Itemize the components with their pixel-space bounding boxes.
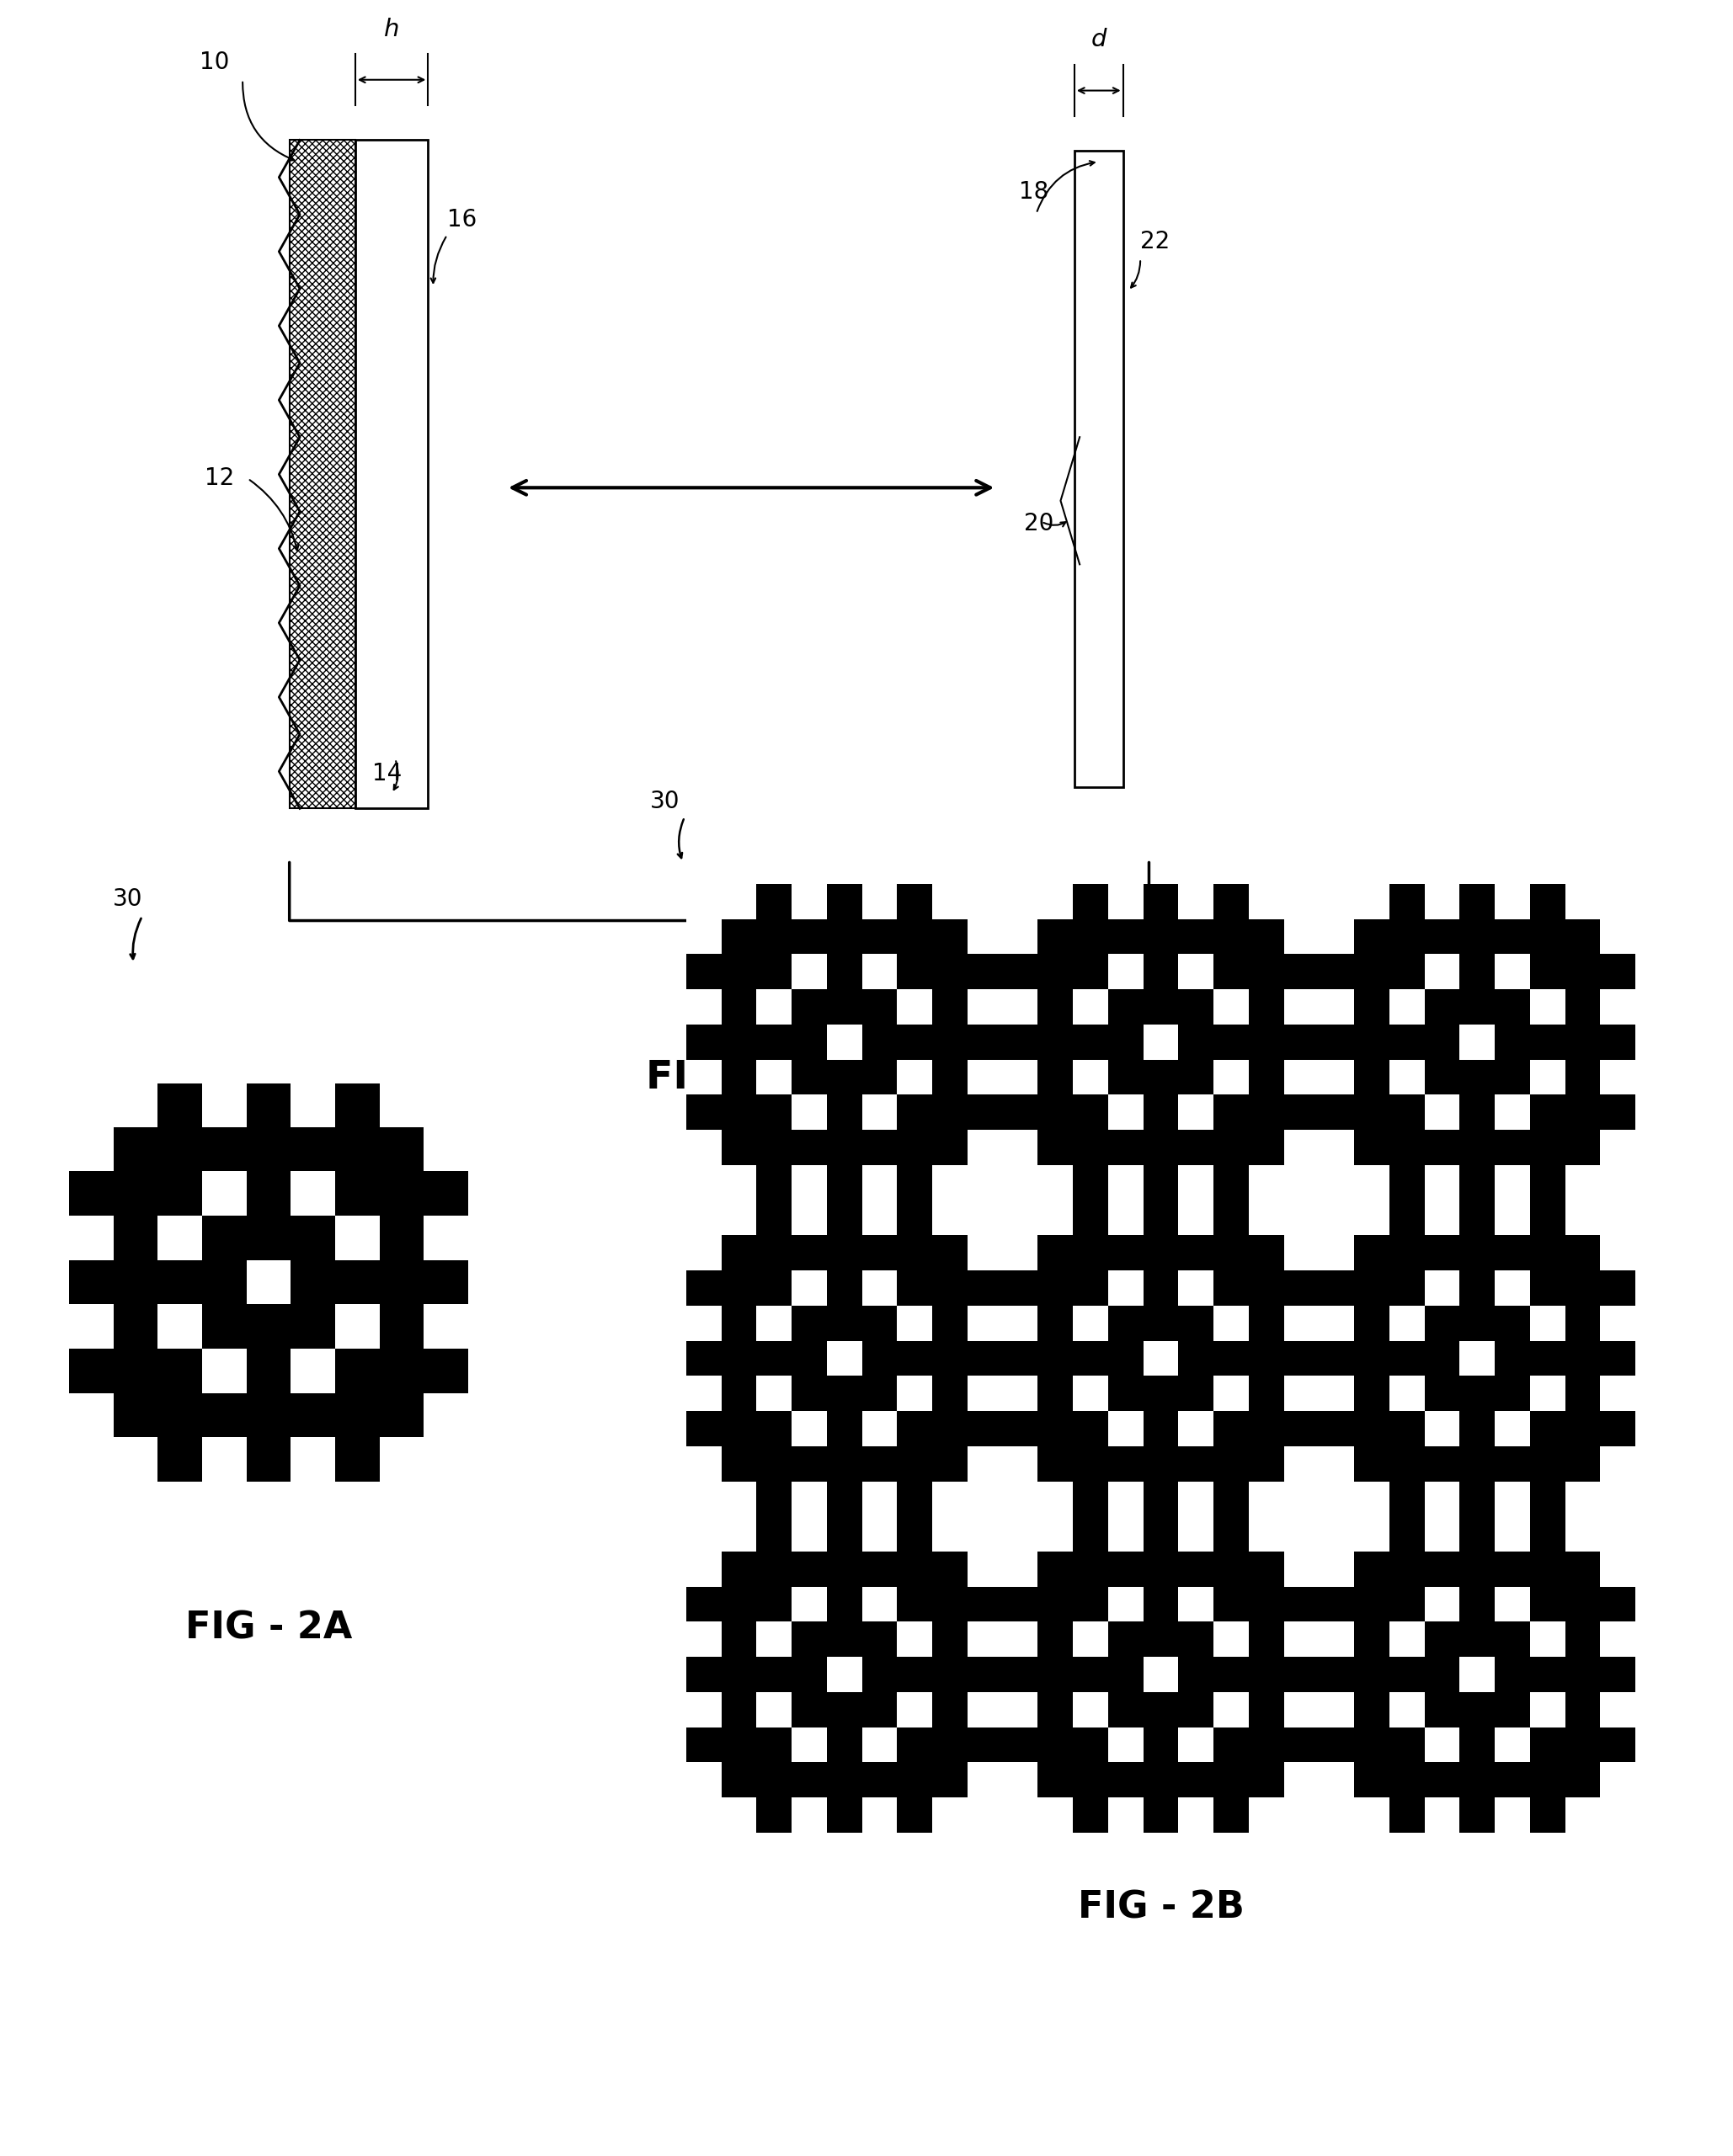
Text: h: h [385,17,399,41]
Bar [289,140,355,808]
Text: 18: 18 [1019,179,1048,203]
Text: 12: 12 [204,466,234,489]
Text: d: d [1092,28,1106,52]
Text: FIG - 2A: FIG - 2A [185,1611,352,1645]
Text: 16: 16 [447,207,477,231]
Text: FIG - 1: FIG - 1 [646,1059,792,1097]
Text: 30: 30 [113,886,142,910]
Bar [355,140,428,808]
Text: 14: 14 [373,761,402,785]
Text: 20: 20 [1024,511,1054,535]
Text: 30: 30 [650,789,679,813]
Text: 10: 10 [199,50,229,73]
Text: FIG - 2B: FIG - 2B [1078,1891,1244,1925]
Text: 22: 22 [1140,229,1170,252]
Bar [1074,151,1123,787]
